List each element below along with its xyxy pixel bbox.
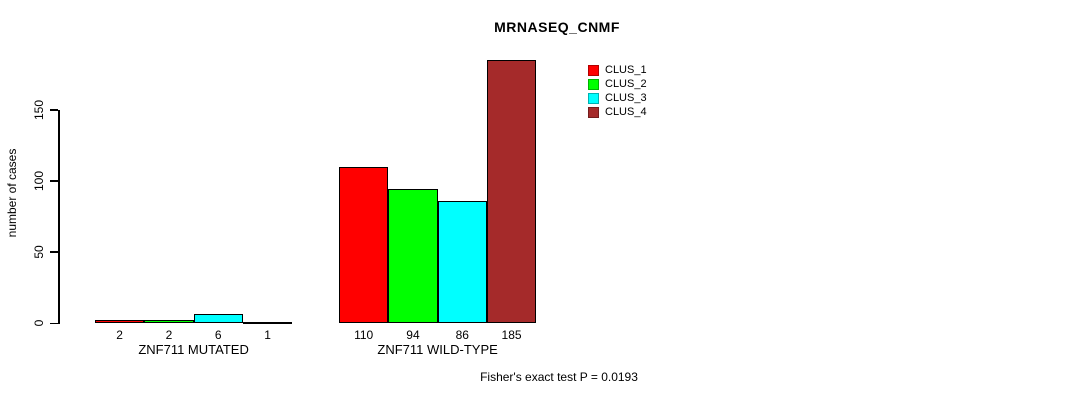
legend-swatch-icon xyxy=(588,92,599,104)
bar-clus_2-wild-type xyxy=(388,189,438,323)
bar-clus_3-mutated xyxy=(193,314,243,323)
bar-clus_2-mutated xyxy=(144,320,194,323)
y-tick-label: 150 xyxy=(32,99,46,120)
chart-title: MRNASEQ_CNMF xyxy=(494,19,620,35)
y-tick-mark xyxy=(50,109,58,111)
bar-clus_3-wild-type xyxy=(437,200,487,323)
legend-row-clus_4: CLUS_4 xyxy=(588,105,647,119)
y-tick-mark xyxy=(50,322,58,324)
legend-row-clus_2: CLUS_2 xyxy=(588,78,647,92)
legend-swatch-icon xyxy=(588,65,599,77)
y-tick-label: 0 xyxy=(32,319,46,327)
legend: CLUS_1 CLUS_2 CLUS_3 CLUS_4 xyxy=(588,64,647,119)
bar-clus_1-wild-type xyxy=(339,166,389,323)
bar-clus_4-wild-type xyxy=(486,60,537,323)
legend-row-clus_3: CLUS_3 xyxy=(588,92,647,106)
fisher-test-annotation: Fisher's exact test P = 0.0193 xyxy=(480,370,638,384)
legend-label: CLUS_4 xyxy=(605,105,647,118)
y-tick-label: 50 xyxy=(32,245,46,259)
bar-clus_4-mutated xyxy=(242,321,293,324)
group-label-mutated: ZNF711 MUTATED xyxy=(138,342,249,357)
bar-value-label: 6 xyxy=(214,328,222,342)
bar-value-label: 2 xyxy=(116,328,123,342)
y-axis-line xyxy=(58,109,60,324)
y-tick-mark xyxy=(50,180,58,182)
legend-label: CLUS_2 xyxy=(605,78,647,91)
legend-swatch-icon xyxy=(588,106,599,118)
bar-value-label: 185 xyxy=(501,328,522,342)
bar-value-label: 86 xyxy=(455,328,469,342)
y-tick-mark xyxy=(50,251,58,253)
bar-clus_1-mutated xyxy=(95,320,145,323)
legend-label: CLUS_1 xyxy=(605,64,647,77)
legend-swatch-icon xyxy=(588,79,599,91)
bar-value-label: 1 xyxy=(264,328,271,342)
y-tick-label: 100 xyxy=(32,170,46,191)
group-label-wild-type: ZNF711 WILD-TYPE xyxy=(377,342,498,357)
bar-value-label: 2 xyxy=(165,328,173,342)
y-axis-label: number of cases xyxy=(5,148,19,238)
bar-value-label: 110 xyxy=(354,328,374,342)
legend-row-clus_1: CLUS_1 xyxy=(588,64,647,78)
legend-label: CLUS_3 xyxy=(605,91,647,104)
bar-value-label: 94 xyxy=(406,328,420,342)
